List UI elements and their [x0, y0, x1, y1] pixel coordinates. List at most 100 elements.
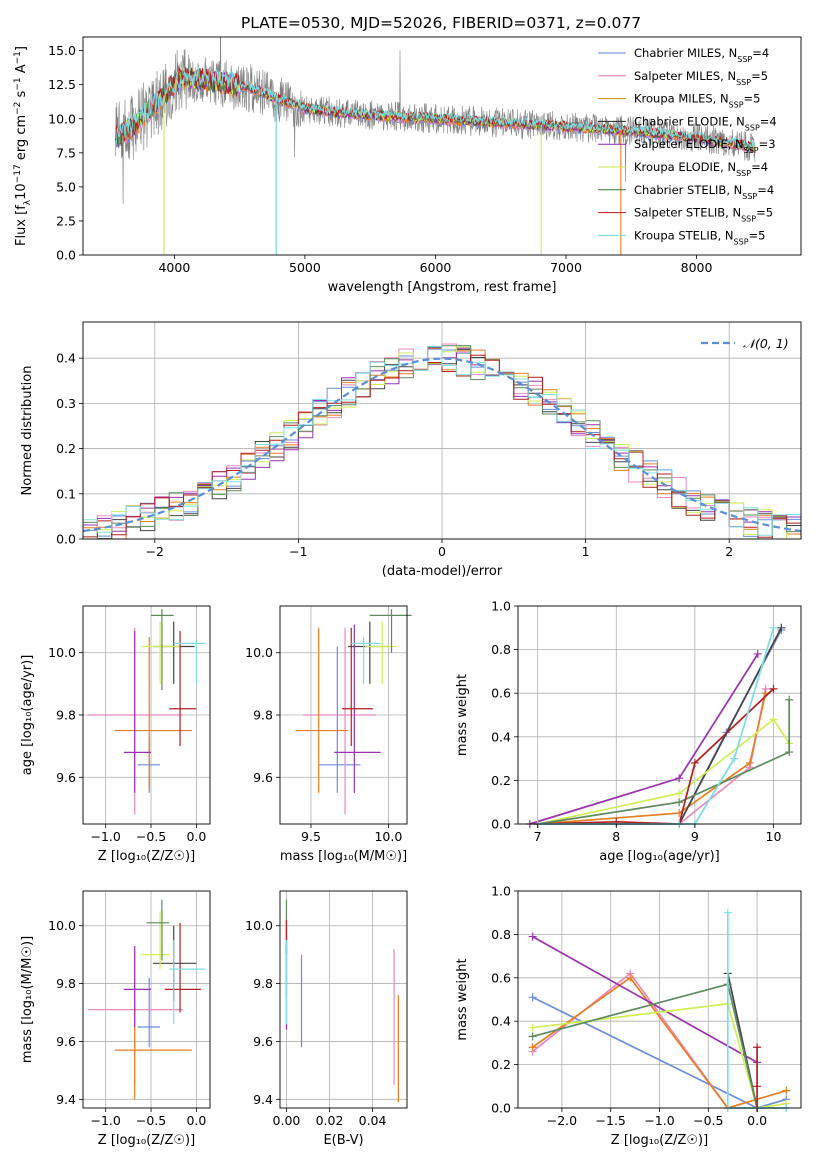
y-tick-label: 9.6 — [253, 1034, 273, 1049]
x-tick-label: 9 — [691, 829, 699, 844]
x-tick-label: 0.02 — [316, 1113, 344, 1128]
legend-label: Salpeter ELODIE, NSSP=3 — [634, 137, 776, 155]
legend-label-subscript: SSP — [744, 146, 759, 155]
legend-label: Chabrier ELODIE, NSSP=4 — [634, 114, 777, 131]
x-tick-label: 6000 — [420, 260, 452, 275]
y-tick-label: 0.6 — [491, 686, 511, 701]
y-axis-label-part: Flux [f — [14, 205, 29, 246]
y-axis-label-part: −2 — [13, 102, 23, 115]
mass-weight-marker — [785, 695, 794, 704]
y-tick-label: 0.3 — [56, 396, 76, 411]
mass-weight-line — [537, 629, 783, 825]
y-tick-label: 10.0 — [245, 918, 273, 933]
y-axis-label: Normed distribution — [20, 366, 35, 496]
legend-label-count: =4 — [752, 46, 769, 60]
x-tick-label: −0.5 — [693, 1113, 723, 1128]
y-tick-label: 0.0 — [56, 248, 76, 263]
y-tick-label: 0.8 — [491, 927, 511, 942]
x-axis-label: mass [log₁₀(M/M☉)] — [280, 849, 407, 864]
legend-label-name: Kroupa STELIB, N — [634, 228, 734, 242]
y-tick-label: 0.8 — [491, 642, 511, 657]
x-tick-label: −2.0 — [547, 1113, 577, 1128]
y-axis-label-part: ] — [14, 46, 29, 51]
x-axis-label: age [log₁₀(age/yr)] — [599, 849, 720, 864]
y-tick-label: 9.6 — [56, 770, 76, 785]
x-tick-label: 10.0 — [374, 829, 402, 844]
legend-label-name: Kroupa ELODIE, N — [634, 160, 736, 174]
y-axis-label: mass weight — [455, 674, 470, 756]
y-axis-label-part: erg cm — [14, 115, 29, 164]
mass-weight-marker — [785, 748, 794, 757]
y-tick-label: 9.4 — [253, 1092, 273, 1107]
y-axis-label-part: s — [14, 90, 29, 101]
legend-label: Chabrier STELIB, NSSP=4 — [634, 183, 774, 201]
x-axis-label: E(B-V) — [323, 1133, 363, 1148]
normal-reference-curve — [82, 357, 802, 533]
y-tick-label: 12.5 — [48, 77, 76, 92]
age-vs-metallicity-panel: −1.0 −0.5 0.0 9.6 9.8 10.0 Z [log₁₀(Z/Z☉)] age … — [20, 605, 211, 864]
x-tick-label: 8000 — [681, 260, 713, 275]
x-tick-label: 0.0 — [186, 1113, 206, 1128]
legend-label-subscript: SSP — [729, 100, 744, 109]
legend-label-name: Salpeter STELIB, N — [634, 206, 741, 220]
mass-weight-line — [532, 983, 758, 1109]
legend-label: Chabrier MILES, NSSP=4 — [634, 46, 769, 64]
weight-vs-metallicity-panel: −2.0 −1.5 −1.0 −0.5 0.0 0.0 0.2 0.4 0.6 0.8 1.0 Z [… — [455, 884, 802, 1148]
y-tick-label: 1.0 — [491, 884, 511, 899]
spectrum-panel: 4000 5000 6000 7000 8000 0.0 2.5 5.0 7.5 10.0 12.5… — [13, 36, 802, 295]
mass-weight-marker — [730, 754, 739, 763]
x-tick-label: 1 — [582, 544, 590, 559]
x-axis-label: Z [log₁₀(Z/Z☉)] — [98, 849, 195, 864]
legend-label-name: Chabrier MILES, N — [634, 46, 737, 60]
mass-weight-marker — [528, 1032, 537, 1041]
legend-label-name: Salpeter MILES, N — [634, 69, 736, 83]
x-axis-label: Z [log₁₀(Z/Z☉)] — [611, 1133, 708, 1148]
legend-label: Kroupa ELODIE, NSSP=4 — [634, 160, 768, 178]
y-tick-label: 5.0 — [56, 179, 76, 194]
mass-weight-marker — [753, 1082, 762, 1091]
mass-vs-metallicity-panel: −1.0 −0.5 0.0 9.4 9.6 9.8 10.0 Z [log₁₀(Z/Z☉)] m… — [20, 890, 211, 1148]
x-tick-label: 4000 — [158, 260, 190, 275]
y-tick-label: 10.0 — [48, 111, 76, 126]
x-axis-label: wavelength [Angstrom, rest frame] — [328, 280, 557, 295]
mass-weight-marker — [528, 993, 537, 1002]
x-axis-label: (data-model)/error — [382, 564, 503, 579]
x-tick-label: −1.0 — [644, 1113, 674, 1128]
legend-label-count: =3 — [759, 137, 776, 151]
mass-weight-line — [537, 718, 790, 825]
y-tick-label: 0.2 — [491, 1057, 511, 1072]
mass-weight-marker — [782, 1086, 791, 1095]
y-tick-label: 0.4 — [56, 351, 76, 366]
residuals-panel: 𝒩(0, 1) −2 −1 0 1 2 0.0 0.1 0.2 0.3 0.4 (data-model… — [20, 321, 802, 579]
legend-label: Salpeter MILES, NSSP=5 — [634, 69, 768, 87]
y-axis-label-part: −1 — [13, 77, 23, 90]
legend-label-name: Chabrier STELIB, N — [634, 183, 742, 197]
mass-weight-marker — [769, 623, 778, 632]
legend-label-count: =5 — [756, 206, 773, 220]
y-axis-label-part: λ — [23, 199, 33, 205]
mass-weight-line — [537, 688, 767, 825]
mass-weight-line — [532, 935, 758, 1064]
x-tick-label: −0.5 — [136, 1113, 166, 1128]
model-spectrum-line — [115, 66, 756, 149]
x-tick-label: 9.5 — [301, 829, 321, 844]
y-tick-label: 0.4 — [491, 729, 511, 744]
mass-weight-marker — [777, 623, 786, 632]
x-tick-label: 7 — [534, 829, 542, 844]
normal-legend-label: 𝒩(0, 1) — [743, 336, 789, 351]
y-tick-label: 10.0 — [48, 645, 76, 660]
y-tick-label: 9.6 — [56, 1034, 76, 1049]
mass-weight-marker — [745, 758, 754, 767]
residual-histogram-step — [83, 345, 801, 539]
y-tick-label: 0.6 — [491, 970, 511, 985]
x-tick-label: 5000 — [289, 260, 321, 275]
legend-label-count: =5 — [749, 228, 766, 242]
observed-spectrum-line — [115, 37, 756, 204]
legend-label-subscript: SSP — [736, 169, 751, 178]
x-tick-label: 0.00 — [273, 1113, 301, 1128]
mass-weight-line — [537, 699, 791, 825]
model-spectrum-line — [115, 68, 756, 155]
x-tick-label: 8 — [612, 829, 620, 844]
x-tick-label: −2 — [146, 544, 164, 559]
